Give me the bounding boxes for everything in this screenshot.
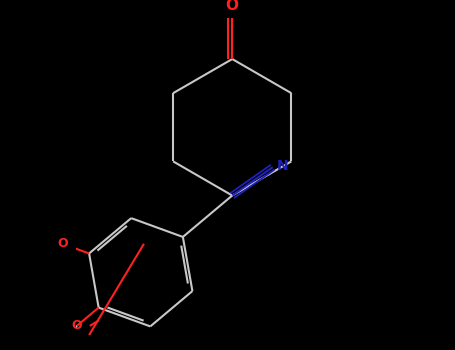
Text: N: N xyxy=(276,159,288,173)
Text: O: O xyxy=(71,320,82,332)
Text: O: O xyxy=(226,0,239,13)
Text: O: O xyxy=(57,237,68,250)
